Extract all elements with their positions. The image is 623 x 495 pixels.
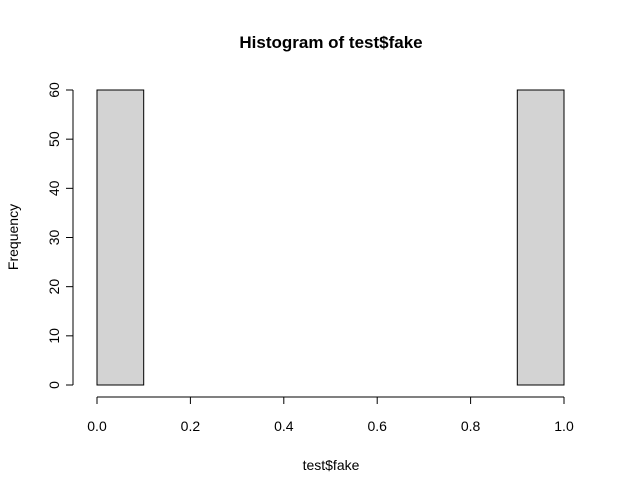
y-tick-label-0: 0 bbox=[46, 381, 62, 389]
x-tick-label-2: 0.4 bbox=[274, 418, 294, 434]
chart-title: Histogram of test$fake bbox=[239, 33, 422, 52]
histogram-bar-0 bbox=[96, 89, 145, 386]
y-axis-label: Frequency bbox=[5, 204, 21, 270]
x-tick-label-3: 0.6 bbox=[367, 418, 387, 434]
bars-group bbox=[96, 89, 565, 386]
y-tick-label-3: 30 bbox=[46, 230, 62, 246]
x-tick-label-5: 1.0 bbox=[554, 418, 574, 434]
y-tick-label-1: 10 bbox=[46, 328, 62, 344]
x-tick-label-1: 0.2 bbox=[181, 418, 201, 434]
y-tick-label-2: 20 bbox=[46, 279, 62, 295]
y-tick-label-4: 40 bbox=[46, 180, 62, 196]
x-tick-label-0: 0.0 bbox=[87, 418, 107, 434]
histogram-bar-9 bbox=[516, 89, 565, 386]
x-axis: 0.0 0.2 0.4 0.6 0.8 1.0 bbox=[87, 396, 574, 434]
y-tick-label-6: 60 bbox=[46, 82, 62, 98]
x-tick-label-4: 0.8 bbox=[461, 418, 481, 434]
y-tick-label-5: 50 bbox=[46, 131, 62, 147]
x-axis-label: test$fake bbox=[303, 457, 360, 473]
y-axis: 0 10 20 30 40 50 60 bbox=[46, 82, 74, 389]
